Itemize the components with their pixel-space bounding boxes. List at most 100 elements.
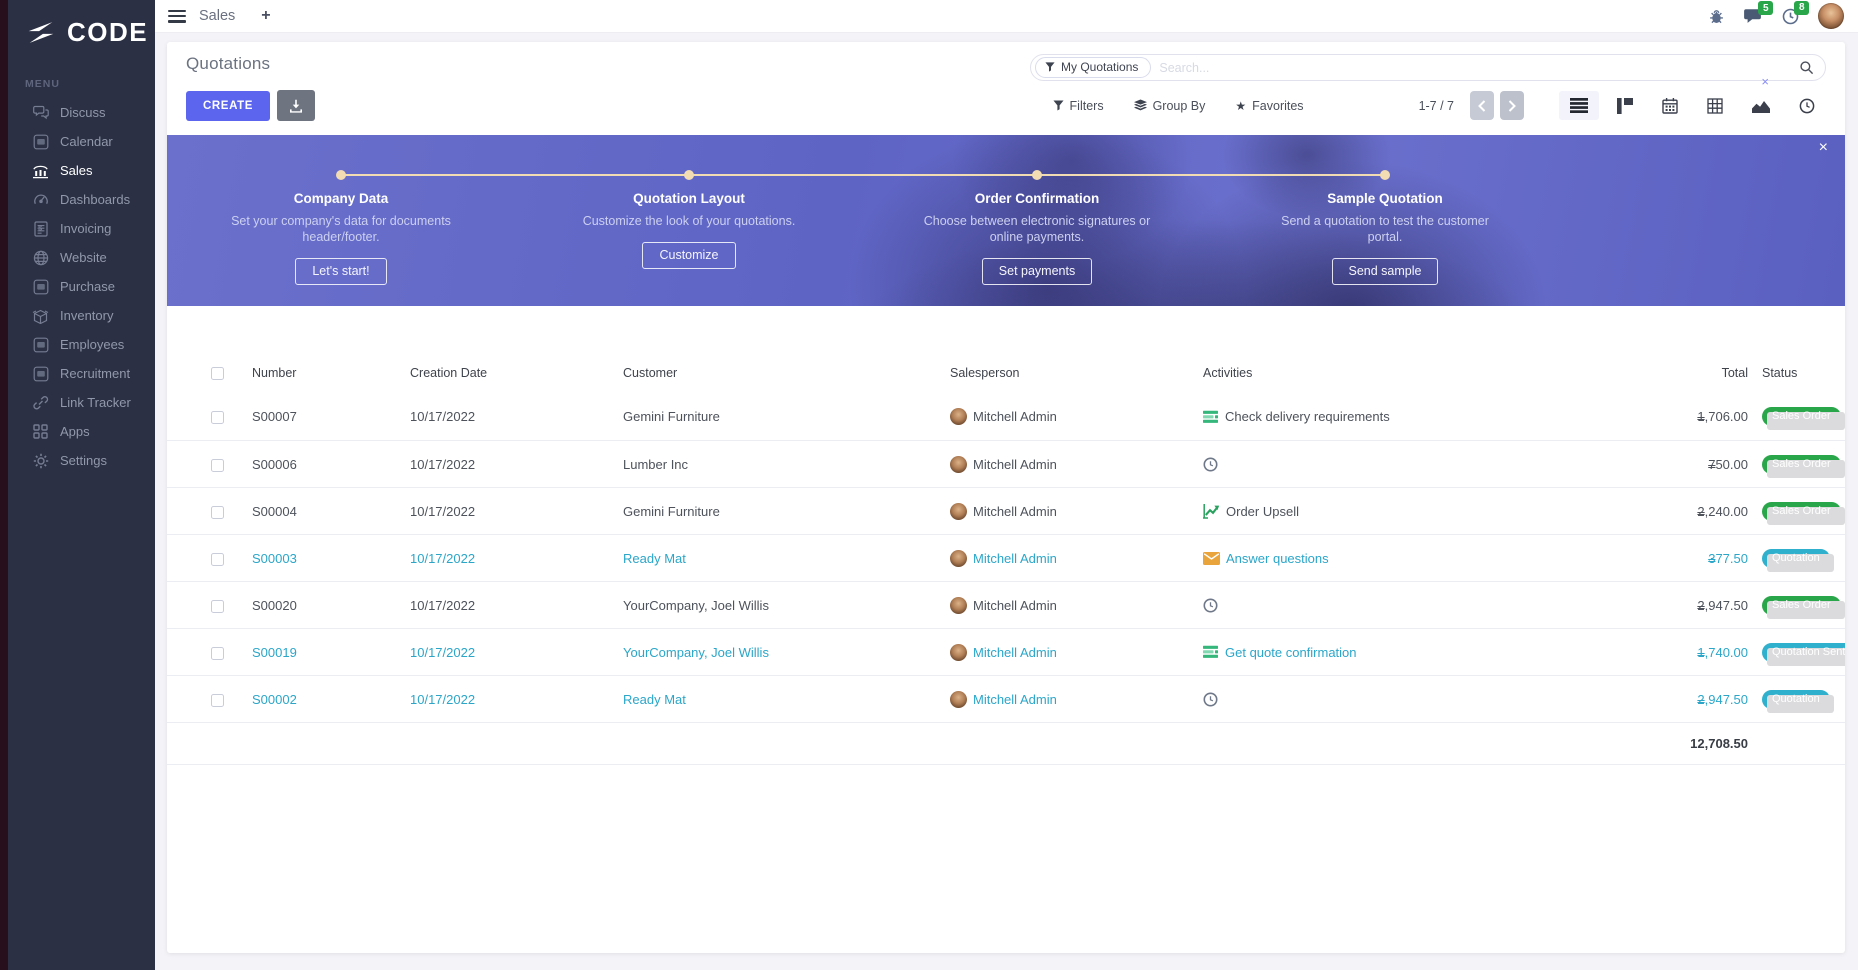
export-download-button[interactable] [277, 90, 316, 121]
salesperson-avatar [950, 502, 967, 520]
step-action-button[interactable]: Set payments [981, 258, 1093, 285]
table-row[interactable]: S00004 10/17/2022 Gemini Furniture Mitchell… [167, 487, 1845, 534]
view-switch-kanban[interactable] [1606, 91, 1644, 121]
total-amount: 377.50 [1598, 551, 1748, 566]
sidebar-item-dashboards[interactable]: Dashboards [8, 185, 155, 214]
activity-cell[interactable] [1203, 457, 1598, 472]
remove-facet-icon[interactable]: × [1761, 74, 1769, 89]
sidebar-item-settings[interactable]: Settings [8, 446, 155, 475]
search-input[interactable] [1151, 60, 1799, 75]
row-checkbox[interactable] [211, 458, 224, 472]
step-action-button[interactable]: Let's start! [295, 258, 387, 285]
sidebar-item-employees[interactable]: Employees [8, 330, 155, 359]
purchase-icon [32, 278, 49, 295]
row-checkbox[interactable] [211, 693, 224, 707]
column-header-status[interactable]: Status [1762, 366, 1798, 380]
page-title: Quotations [186, 54, 271, 73]
column-header-customer[interactable]: Customer [623, 366, 678, 380]
user-avatar[interactable] [1818, 3, 1844, 29]
sidebar-item-invoicing[interactable]: $ Invoicing [8, 214, 155, 243]
chevron-left-icon [1478, 99, 1486, 112]
row-checkbox[interactable] [211, 552, 224, 566]
debug-bug-icon[interactable] [1708, 8, 1725, 25]
quotation-number: S00002 [252, 691, 297, 707]
employees-icon [32, 336, 49, 353]
filters-button[interactable]: Filters [1053, 99, 1104, 113]
view-switch-list[interactable] [1559, 91, 1599, 120]
view-switch-pivot[interactable] [1696, 91, 1734, 121]
activity-cell[interactable] [1203, 692, 1598, 707]
row-checkbox[interactable] [211, 599, 224, 613]
column-header-number[interactable]: Number [252, 366, 297, 380]
hamburger-menu-icon[interactable] [168, 9, 186, 23]
select-all-checkbox[interactable] [211, 367, 224, 381]
activities-clock-icon[interactable]: 8 [1782, 0, 1809, 25]
table-row[interactable]: S00007 10/17/2022 Gemini Furniture Mitchell… [167, 393, 1845, 440]
salesperson-name: Mitchell Admin [973, 644, 1057, 660]
sidebar-item-inventory[interactable]: Inventory [8, 301, 155, 330]
calendar-app-icon [32, 133, 49, 150]
activity-cell[interactable] [1203, 598, 1598, 613]
search-bar[interactable]: My Quotations × [1030, 54, 1826, 88]
sidebar-item-website[interactable]: Website [8, 243, 155, 272]
activity-cell[interactable]: Get quote confirmation [1203, 645, 1598, 660]
onboarding-step-company-data: Company Data Set your company's data for … [167, 135, 515, 306]
sidebar-item-label: Link Tracker [60, 395, 131, 410]
row-checkbox[interactable] [211, 505, 224, 519]
currency-struck-digit: 3 [1708, 550, 1716, 566]
view-switch-activity[interactable] [1788, 91, 1826, 121]
column-header-total[interactable]: Total [1721, 366, 1748, 380]
salesperson-avatar [950, 690, 967, 708]
brand-logo[interactable]: CODE [8, 0, 155, 64]
table-row[interactable]: S00002 10/17/2022 Ready Mat Mitchell Admin 2… [167, 675, 1845, 722]
step-title: Order Confirmation [974, 191, 1100, 206]
messages-icon[interactable]: 5 [1744, 1, 1773, 24]
activity-cell[interactable]: Order Upsell [1203, 503, 1598, 519]
step-title: Company Data [293, 191, 389, 206]
activity-cell[interactable]: Check delivery requirements [1203, 409, 1598, 424]
step-action-button[interactable]: Send sample [1331, 258, 1439, 285]
table-row[interactable]: S00006 10/17/2022 Lumber Inc Mitchell Admin… [167, 440, 1845, 487]
row-checkbox[interactable] [211, 646, 224, 660]
view-switch-graph[interactable] [1741, 92, 1781, 120]
search-facet-my-quotations[interactable]: My Quotations [1035, 57, 1152, 78]
search-icon[interactable] [1799, 60, 1814, 75]
status-badge: Sales Order [1762, 501, 1845, 525]
sidebar-item-purchase[interactable]: Purchase [8, 272, 155, 301]
sidebar-item-calendar[interactable]: Calendar [8, 127, 155, 156]
create-button[interactable]: CREATE [186, 90, 271, 121]
creation-date: 10/17/2022 [410, 503, 476, 519]
favorites-button[interactable]: ★ Favorites [1235, 98, 1304, 113]
sidebar-item-link-tracker[interactable]: Link Tracker [8, 388, 155, 417]
table-row[interactable]: S00020 10/17/2022 YourCompany, Joel Willis… [167, 581, 1845, 628]
sidebar-item-recruitment[interactable]: Recruitment [8, 359, 155, 388]
status-cell: Sales Order [1748, 454, 1845, 478]
app-tab-sales[interactable]: Sales [199, 8, 236, 24]
group-by-button[interactable]: Group By [1133, 99, 1205, 113]
sidebar-item-label: Recruitment [60, 366, 131, 381]
sidebar-item-sales[interactable]: Sales [8, 156, 155, 185]
step-action-button[interactable]: Customize [642, 242, 736, 269]
website-icon [32, 249, 49, 266]
onboarding-steps: Company Data Set your company's data for … [167, 135, 1559, 306]
sidebar-item-discuss[interactable]: Discuss [8, 98, 155, 127]
pager-previous-button[interactable] [1470, 91, 1494, 120]
table-row[interactable]: S00019 10/17/2022 YourCompany, Joel Willis… [167, 628, 1845, 675]
row-checkbox[interactable] [211, 411, 224, 425]
banner-close-icon[interactable]: × [1818, 139, 1828, 156]
sidebar-item-apps[interactable]: Apps [8, 417, 155, 446]
status-badge: Sales Order [1762, 595, 1845, 619]
column-header-salesperson[interactable]: Salesperson [950, 366, 1020, 380]
salesperson-cell: Mitchell Admin [950, 502, 1203, 520]
pager-next-button[interactable] [1500, 91, 1524, 120]
new-tab-button[interactable]: + [261, 7, 271, 24]
column-header-creation-date[interactable]: Creation Date [410, 366, 488, 380]
activity-cell[interactable]: Answer questions [1203, 551, 1598, 566]
table-row[interactable]: S00003 10/17/2022 Ready Mat Mitchell Admin A… [167, 534, 1845, 581]
view-switch-calendar[interactable] [1651, 91, 1689, 121]
currency-struck-digit: 2 [1697, 691, 1705, 707]
sidebar-item-label: Calendar [60, 134, 113, 149]
salesperson-name: Mitchell Admin [973, 456, 1057, 472]
column-header-activities[interactable]: Activities [1203, 366, 1253, 380]
table-sum-row: 12,708.50 [167, 722, 1845, 765]
